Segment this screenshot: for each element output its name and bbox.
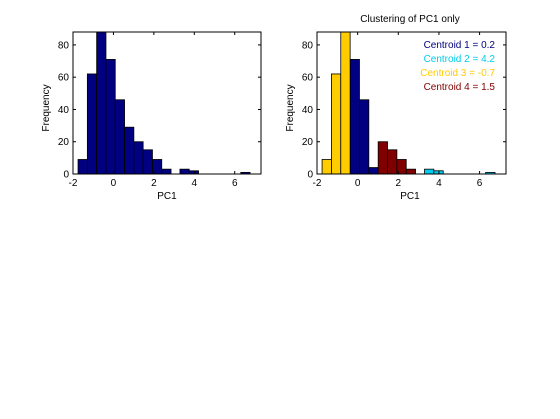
right-histogram-bar xyxy=(359,99,370,175)
right-y-axis-label: Frequency xyxy=(285,84,296,131)
left-histogram-bar xyxy=(86,73,98,175)
right-y-tick-label: 40 xyxy=(302,105,314,116)
right-y-tick-label: 80 xyxy=(302,40,314,51)
left-y-tick-label: 20 xyxy=(58,137,70,148)
right-x-tick-label: 4 xyxy=(436,178,442,189)
left-y-tick-label: 40 xyxy=(58,105,70,116)
right-x-tick-label: 6 xyxy=(477,178,483,189)
right-axes-frame xyxy=(316,31,507,175)
left-x-tick-label: 6 xyxy=(232,178,238,189)
right-y-tick-label: 60 xyxy=(302,73,314,84)
right-histogram-bar xyxy=(349,59,360,175)
left-histogram-bar xyxy=(96,31,107,175)
left-histogram-bar xyxy=(124,126,135,175)
legend-entry: Centroid 3 = -0.7 xyxy=(420,68,495,79)
left-x-tick-label: 4 xyxy=(192,178,198,189)
right-histogram-bar xyxy=(424,168,435,175)
left-histogram-bar xyxy=(133,141,144,175)
right-y-tick-label: 0 xyxy=(307,170,313,181)
right-histogram-bar xyxy=(405,168,416,175)
left-histogram-bar xyxy=(142,149,153,175)
left-x-axis-label: PC1 xyxy=(157,191,177,202)
right-histogram-bar xyxy=(321,159,332,175)
centroid-legend: Centroid 1 = 0.2 Centroid 2 = 4.2 Centroid… xyxy=(420,40,495,93)
left-axes-frame xyxy=(72,31,262,175)
right-histogram-bar xyxy=(377,141,388,175)
left-y-tick-label: 60 xyxy=(58,73,70,84)
left-histogram-bar xyxy=(77,159,88,175)
right-x-axis-label: PC1 xyxy=(400,191,420,202)
left-histogram-bar xyxy=(161,168,172,175)
left-histogram-bar xyxy=(179,168,190,175)
right-histogram-bar xyxy=(368,167,379,175)
right-y-tick-label: 20 xyxy=(302,137,314,148)
right-histogram-bar xyxy=(340,31,351,175)
left-x-tick-label: 0 xyxy=(111,178,117,189)
left-x-tick-label: 2 xyxy=(151,178,157,189)
legend-entry: Centroid 1 = 0.2 xyxy=(424,40,496,51)
left-y-axis-label: Frequency xyxy=(41,84,52,131)
legend-entry: Centroid 2 = 4.2 xyxy=(424,54,496,65)
right-histogram-bar xyxy=(331,73,342,175)
legend-entry: Centroid 4 = 1.5 xyxy=(424,82,496,93)
right-x-tick-label: -2 xyxy=(313,178,322,189)
left-x-tick-label: -2 xyxy=(69,178,78,189)
right-x-tick-label: 2 xyxy=(396,178,402,189)
left-y-tick-label: 80 xyxy=(58,40,70,51)
right-chart-title: Clustering of PC1 only xyxy=(360,14,460,25)
left-histogram-bar xyxy=(105,59,116,175)
left-histogram-bar xyxy=(114,99,125,175)
left-y-tick-label: 0 xyxy=(63,170,69,181)
right-x-tick-label: 0 xyxy=(355,178,361,189)
right-histogram-bar xyxy=(387,149,398,175)
